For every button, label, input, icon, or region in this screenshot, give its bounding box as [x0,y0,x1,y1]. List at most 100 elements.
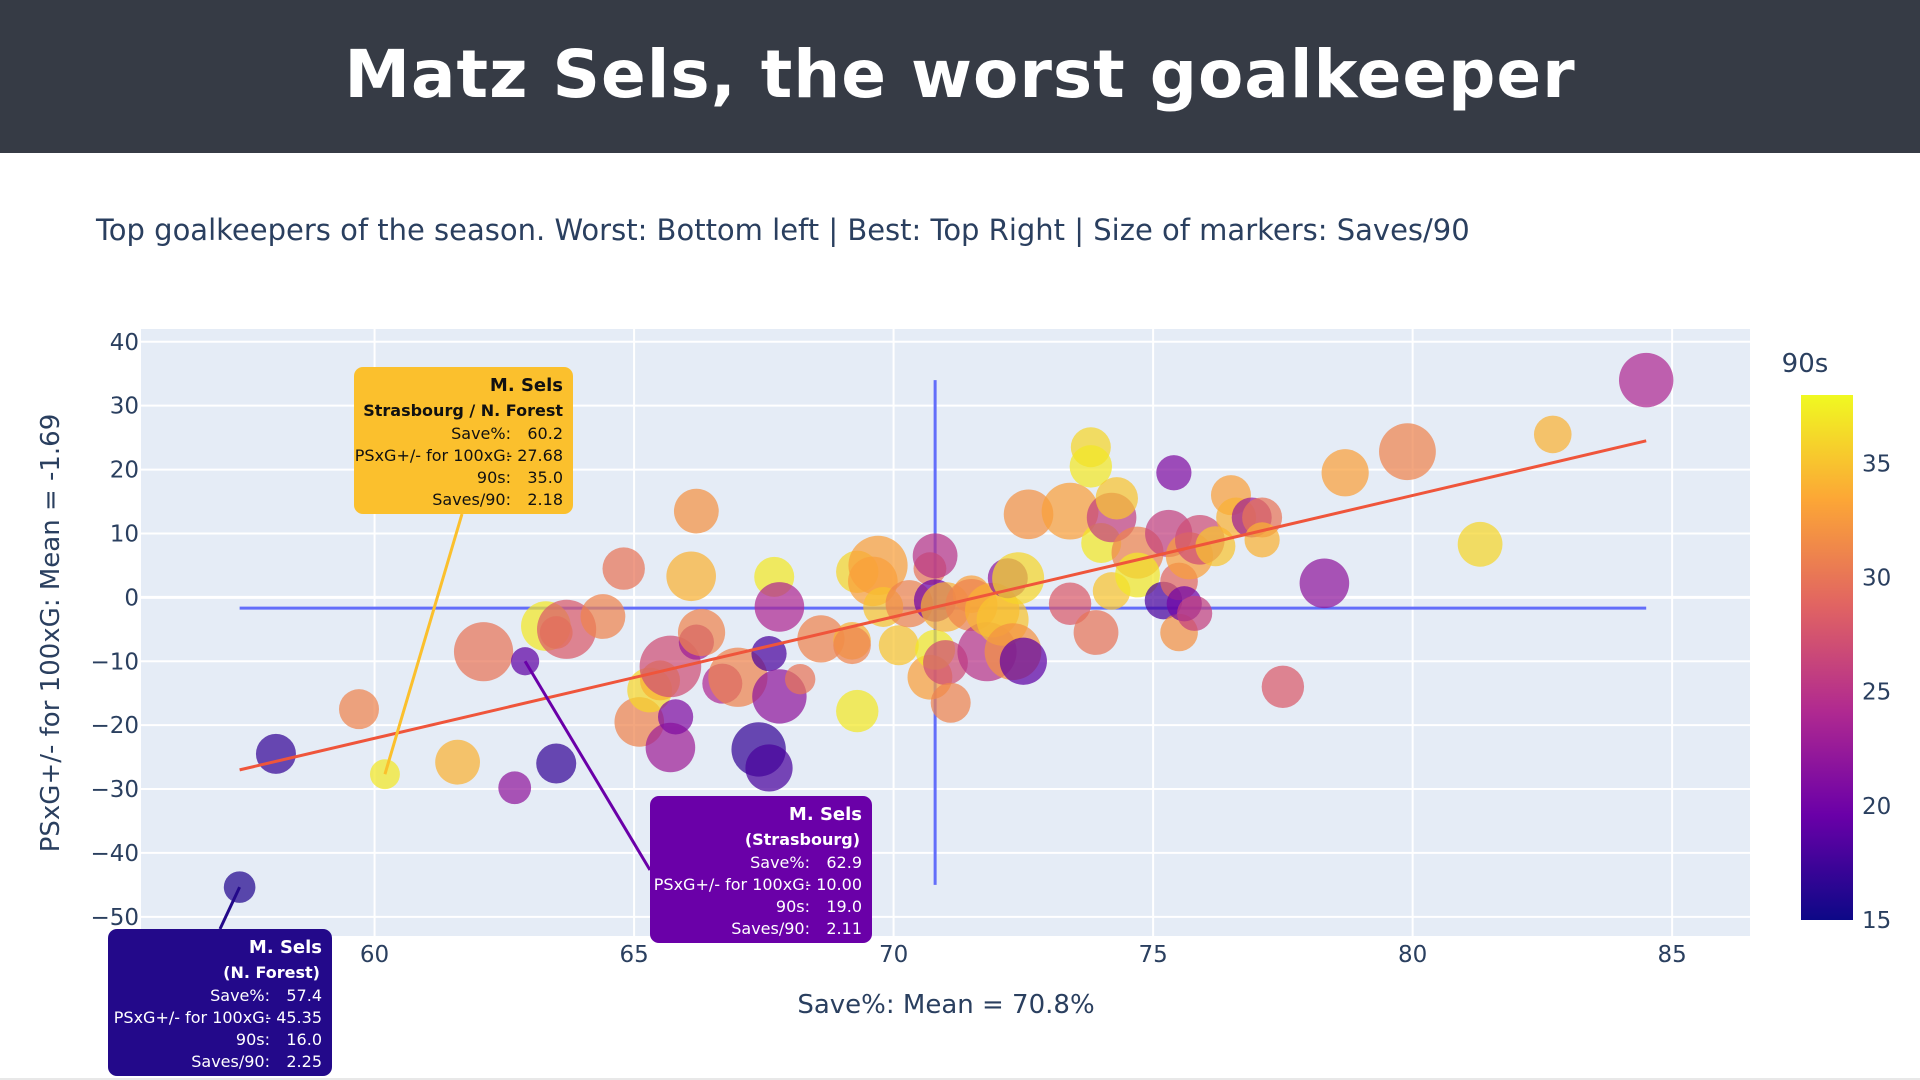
data-point [751,635,787,672]
annotation-stat-label: Saves/90: [432,490,511,509]
annotation-name: M. Sels [490,375,563,396]
data-point [498,771,532,805]
annotation-stat-label: PSxG+/- for 100xG: [114,1008,270,1027]
y-tick-label: 10 [110,521,139,547]
colorbar-tick-label: 20 [1862,794,1891,820]
data-point [836,689,879,733]
data-point [673,488,719,534]
annotation-leader-line [523,660,652,871]
data-point [754,582,805,632]
annotation-stat-value: - 27.68 [506,446,563,465]
annotation-stat-value: 60.2 [527,424,563,443]
data-point [658,699,694,735]
x-tick-label: 60 [360,942,389,968]
annotation-stat-value: 16.0 [286,1030,322,1049]
annotation-stat-value: - 45.35 [265,1008,322,1027]
trend-line [239,439,1647,772]
annotation-name: M. Sels [789,804,862,825]
trend-line-path [239,439,1647,772]
annotation-stat-label: PSxG+/- for 100xG: [355,446,511,465]
x-axis-title: Save%: Mean = 70.8% [797,990,1094,1020]
colorbar-tick-label: 25 [1862,680,1891,706]
data-point [1073,610,1119,655]
x-tick-label: 70 [879,942,908,968]
data-point [645,722,696,773]
annotation-leader-line [218,886,241,930]
y-tick-label: −10 [90,649,139,675]
y-axis-title: PSxG+/- for 100xG: Mean = -1.69 [36,414,66,853]
chart-subtitle: Top goalkeepers of the season. Worst: Bo… [95,213,1470,247]
x-tick-label: 65 [619,942,648,968]
data-point [338,689,379,730]
data-point [930,682,971,723]
grid [141,329,1750,936]
y-tick-label: 0 [124,585,139,611]
data-point [923,640,968,685]
annotation-stat-label: Saves/90: [731,919,810,938]
annotation-stat-label: 90s: [236,1030,270,1049]
data-point [1095,477,1138,520]
annotation-club: Strasbourg / N. Forest [363,401,563,420]
bottom-rule [0,1078,1920,1080]
data-point [580,594,626,639]
annotation-club: (Strasbourg) [745,830,860,849]
data-point [1003,489,1054,540]
data-point [536,743,577,784]
data-point [878,625,919,666]
x-tick-label: 80 [1398,942,1427,968]
y-tick-label: 30 [110,394,139,420]
annotation-stat-value: - 10.00 [805,875,862,894]
colorbar-tick-label: 15 [1862,908,1891,934]
data-point [1195,526,1236,567]
annotation-stat-label: 90s: [477,468,511,487]
annotation-leader-line [383,513,464,775]
y-tick-label: 20 [110,458,139,484]
annotations: M. Sels Strasbourg / N. Forest Save%: 60.2 P… [108,367,872,1076]
data-point [1048,582,1092,625]
data-point [1069,445,1113,488]
colorbar [1801,395,1853,920]
data-point [1321,449,1369,497]
colorbar-tick-label: 35 [1862,451,1891,477]
data-point [992,552,1045,605]
annotation-stat-label: PSxG+/- for 100xG: [654,875,810,894]
data-point [912,533,958,579]
data-point [999,637,1047,685]
data-point [453,622,514,682]
data-point [784,663,816,695]
annotation-box [354,367,573,514]
colorbar-title: 90s [1782,349,1829,379]
data-point [435,739,481,785]
data-point [255,733,296,774]
annotation-stat-value: 2.25 [286,1052,322,1071]
y-tick-label: 40 [110,330,139,356]
data-point [1177,595,1213,631]
data-point [1618,352,1674,408]
colorbar-ticks: 15 20 25 30 35 [1862,451,1891,934]
annotation-club: (N. Forest) [223,963,320,982]
data-point [1041,482,1099,540]
annotation-stat-value: 62.9 [826,853,862,872]
annotation-stat-value: 57.4 [286,986,322,1005]
annotation-stat-value: 2.18 [527,490,563,509]
annotation-stat-value: 2.11 [826,919,862,938]
annotation-stat-label: Save%: [210,986,270,1005]
colorbar-tick-label: 30 [1862,566,1891,592]
axis-ticks: 60 65 70 75 80 85 40 30 20 10 0 −10 −20 −30 −40 −50 [90,330,1686,968]
annotation-stat-label: Save%: [451,424,511,443]
x-tick-label: 75 [1138,942,1167,968]
annotation-box [108,929,332,1076]
title-bar [0,0,1920,153]
annotation-box [650,796,872,943]
y-tick-label: −40 [90,841,139,867]
data-point [677,608,726,657]
data-point [1533,415,1572,454]
data-point [1261,665,1305,709]
y-tick-label: −20 [90,713,139,739]
annotation-stat-label: 90s: [776,897,810,916]
page-title: Matz Sels, the worst goalkeeper [344,36,1576,113]
annotation-name: M. Sels [249,937,322,958]
data-point [602,547,645,590]
data-point [1299,558,1350,609]
y-tick-label: −30 [90,777,139,803]
